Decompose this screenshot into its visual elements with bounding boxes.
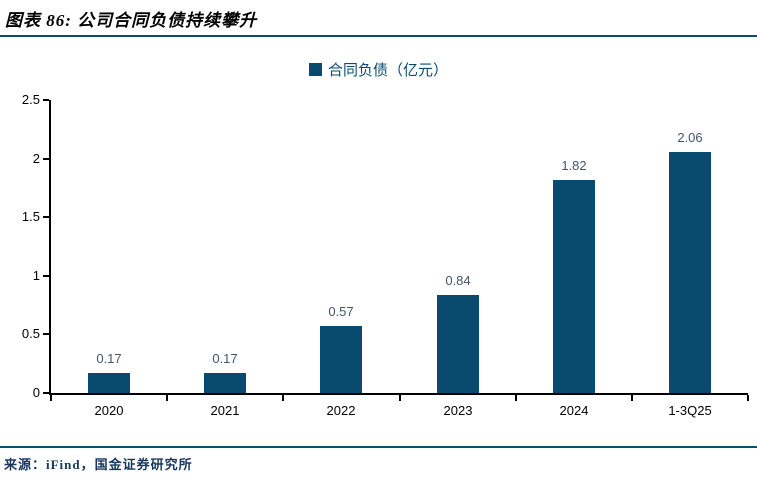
bar: [320, 326, 362, 393]
y-tick-label: 0: [32, 385, 40, 400]
x-tick: [398, 395, 401, 401]
bar-value-label: 0.17: [96, 351, 122, 366]
x-tick: [166, 395, 169, 401]
bar-value-label: 0.57: [328, 304, 354, 319]
chart-title: 图表 86: 公司合同负债持续攀升: [5, 11, 258, 30]
legend-item: 合同负债（亿元）: [308, 59, 448, 80]
bottom-divider-rule: [0, 446, 757, 448]
x-tick: [630, 395, 633, 401]
legend-swatch-icon: [308, 63, 322, 76]
y-tick: [43, 216, 49, 219]
y-tick-label: 2: [32, 150, 40, 166]
y-tick: [43, 333, 49, 336]
x-tick-label: 2020: [94, 403, 124, 418]
y-tick: [43, 157, 49, 160]
x-tick: [747, 395, 749, 401]
bar: [88, 373, 130, 393]
y-axis-line: [49, 100, 51, 395]
x-tick-label: 2023: [443, 403, 473, 418]
legend-label: 合同负债（亿元）: [327, 63, 448, 79]
x-axis-line: [49, 393, 748, 395]
y-tick-label: 2.5: [21, 92, 40, 107]
top-divider-rule: [0, 35, 757, 37]
bar: [553, 180, 595, 393]
y-tick-label: 1: [32, 267, 40, 283]
bar: [437, 295, 479, 393]
bar-value-label: 0.84: [445, 273, 471, 288]
y-tick-label: 1.5: [21, 209, 40, 225]
x-tick: [282, 395, 285, 401]
bar-value-label: 0.17: [212, 351, 238, 366]
x-tick-label: 2021: [210, 403, 240, 418]
x-tick: [514, 395, 517, 401]
y-tick: [43, 274, 49, 277]
x-tick-label: 2022: [326, 403, 356, 418]
x-tick-label: 1-3Q25: [668, 403, 712, 418]
source-note: 来源：iFind，国金证券研究所: [4, 457, 193, 472]
y-tick-label: 0.5: [21, 326, 40, 342]
bar: [204, 373, 246, 393]
bar-value-label: 2.06: [677, 130, 703, 145]
legend: 合同负债（亿元）: [0, 59, 757, 80]
y-tick: [43, 99, 49, 101]
x-tick-label: 2024: [559, 403, 589, 418]
bar-value-label: 1.82: [561, 158, 587, 173]
y-tick: [43, 392, 49, 394]
x-tick: [50, 395, 52, 401]
bar: [669, 152, 711, 393]
